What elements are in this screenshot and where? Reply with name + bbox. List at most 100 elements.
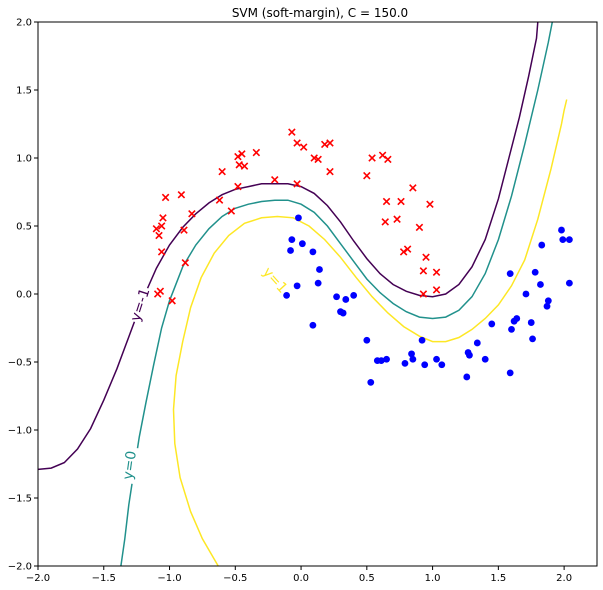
point-cross-20 xyxy=(234,182,242,191)
point-cross-30 xyxy=(326,139,334,147)
point-cross-48 xyxy=(432,286,441,294)
y-tick-label: −0.5 xyxy=(8,358,32,369)
point-cross-14 xyxy=(215,196,224,204)
point-cross-32 xyxy=(363,171,371,180)
y-tick-label: 0.5 xyxy=(16,222,32,233)
x-axis: −2.0 −1.5 −1.0 −0.5 0.0 0.5 1.0 1.5 2.0 xyxy=(26,566,572,584)
point-dot-7 xyxy=(316,266,323,273)
point-cross-22 xyxy=(270,175,279,184)
contour-labels: y=-1y=0y=1 xyxy=(118,261,294,485)
point-dot-44 xyxy=(543,302,551,310)
point-dot-22 xyxy=(409,355,417,363)
point-cross-3 xyxy=(159,214,167,222)
point-dot-25 xyxy=(433,355,440,363)
point-cross-42 xyxy=(409,184,417,192)
point-cross-8 xyxy=(168,297,176,305)
point-cross-25 xyxy=(293,180,301,188)
y-tick-label: 1.5 xyxy=(16,86,32,97)
contour-label-bg-0 xyxy=(126,284,155,325)
point-cross-9 xyxy=(177,190,186,199)
point-cross-19 xyxy=(240,162,249,170)
point-dot-40 xyxy=(529,335,536,343)
point-dot-38 xyxy=(522,290,530,298)
point-cross-21 xyxy=(252,148,261,157)
point-dot-12 xyxy=(339,309,347,317)
point-cross-44 xyxy=(419,267,428,275)
point-dot-3 xyxy=(293,282,301,290)
point-cross-46 xyxy=(426,200,434,209)
point-dot-13 xyxy=(342,296,350,303)
point-dot-37 xyxy=(513,315,521,322)
point-dot-20 xyxy=(401,359,409,367)
contour-label-bg-1 xyxy=(118,446,142,485)
point-cross-41 xyxy=(403,245,412,253)
point-dot-34 xyxy=(508,325,515,333)
x-tick-label: 2.0 xyxy=(556,573,572,584)
point-cross-10 xyxy=(180,226,188,234)
point-dot-1 xyxy=(287,247,294,254)
point-cross-0 xyxy=(152,224,161,233)
y-tick-label: 0.0 xyxy=(16,290,32,301)
y-tick-label: 2.0 xyxy=(16,18,32,29)
point-cross-24 xyxy=(293,139,301,147)
point-cross-47 xyxy=(432,268,441,277)
point-cross-29 xyxy=(320,140,329,149)
chart-title: SVM (soft-margin), C = 150.0 xyxy=(232,6,408,20)
point-cross-15 xyxy=(227,207,236,215)
point-dot-16 xyxy=(367,379,375,386)
point-dot-32 xyxy=(488,320,496,328)
point-cross-28 xyxy=(314,155,322,164)
contour-line-0 xyxy=(38,22,539,471)
y-tick-label: 1.0 xyxy=(16,154,32,165)
point-dot-4 xyxy=(295,214,302,222)
point-cross-40 xyxy=(399,248,408,256)
point-dot-14 xyxy=(350,291,358,299)
point-dot-10 xyxy=(333,293,340,301)
point-dot-9 xyxy=(309,321,317,329)
point-cross-1 xyxy=(155,231,163,240)
decision-contours xyxy=(38,22,568,566)
point-dot-2 xyxy=(283,291,290,299)
point-dot-8 xyxy=(314,279,322,287)
point-dot-45 xyxy=(544,297,552,305)
point-cross-43 xyxy=(415,223,424,232)
point-cross-7 xyxy=(156,287,165,296)
contour-label-bg-2 xyxy=(256,261,294,300)
plot-frame xyxy=(37,21,598,567)
point-cross-35 xyxy=(384,155,392,164)
point-dot-35 xyxy=(506,270,514,277)
x-tick-label: 1.0 xyxy=(425,573,441,584)
data-points xyxy=(152,128,573,386)
point-dot-48 xyxy=(565,236,573,244)
contour-line-2 xyxy=(172,99,568,566)
point-cross-13 xyxy=(218,167,226,176)
point-dot-42 xyxy=(537,281,544,288)
point-cross-39 xyxy=(397,197,405,206)
y-tick-label: −1.5 xyxy=(8,494,32,505)
point-cross-18 xyxy=(235,161,244,169)
point-cross-4 xyxy=(161,193,170,202)
point-dot-43 xyxy=(538,241,546,249)
y-tick-label: −1.0 xyxy=(8,426,32,437)
point-dot-29 xyxy=(466,351,473,359)
x-tick-label: −0.5 xyxy=(223,573,247,584)
point-dot-31 xyxy=(481,355,489,363)
point-cross-33 xyxy=(368,154,376,162)
y-axis: −2.0 −1.5 −1.0 −0.5 0.0 0.5 1.0 1.5 2.0 xyxy=(8,18,38,573)
point-dot-6 xyxy=(309,248,317,256)
point-cross-36 xyxy=(382,197,391,206)
point-dot-27 xyxy=(463,373,471,381)
point-dot-24 xyxy=(421,361,429,369)
point-cross-12 xyxy=(181,258,190,267)
x-tick-label: −1.0 xyxy=(157,573,181,584)
contour-line-1 xyxy=(120,22,554,566)
point-cross-17 xyxy=(238,150,246,158)
point-dot-19 xyxy=(383,355,390,363)
point-cross-38 xyxy=(393,215,401,223)
point-cross-16 xyxy=(234,152,242,161)
point-dot-23 xyxy=(418,336,426,344)
point-cross-37 xyxy=(381,218,390,226)
point-dot-15 xyxy=(363,336,371,344)
point-dot-26 xyxy=(438,361,446,369)
